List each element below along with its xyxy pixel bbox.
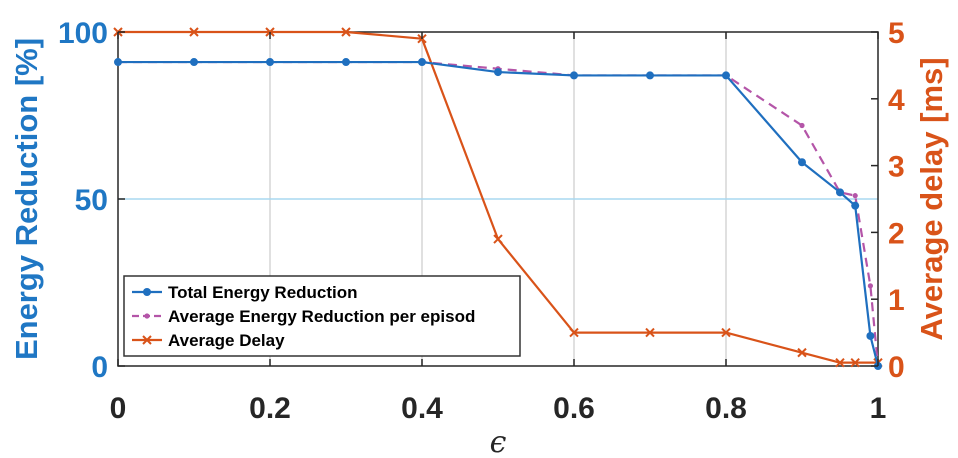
y-axis-left-label: Energy Reduction [%] xyxy=(9,38,44,360)
data-point xyxy=(799,122,805,129)
legend-box xyxy=(123,275,521,357)
legend-swatch-marker xyxy=(144,313,150,319)
data-point xyxy=(418,58,426,67)
data-point xyxy=(851,201,860,210)
data-point xyxy=(836,188,844,197)
data-point xyxy=(266,58,274,67)
y-left-tick-label: 100 xyxy=(58,17,108,50)
data-point xyxy=(494,68,502,77)
legend-label: Average Energy Reduction per episod xyxy=(168,307,475,326)
data-point xyxy=(721,327,731,338)
legend-item: Average Delay xyxy=(132,331,285,350)
y-right-tick-label: 4 xyxy=(888,84,905,117)
data-point xyxy=(722,71,730,80)
data-point xyxy=(852,193,858,199)
marker-stroke xyxy=(850,357,860,368)
marker-stroke xyxy=(142,335,152,345)
y-right-tick-label: 1 xyxy=(888,284,905,317)
y-right-tick-label: 3 xyxy=(888,151,905,184)
legend-item: Average Energy Reduction per episod xyxy=(132,307,475,326)
data-point xyxy=(835,357,845,368)
data-point xyxy=(645,327,655,338)
x-axis-label: ϵ xyxy=(490,425,507,458)
y-right-tick-label: 2 xyxy=(888,217,905,250)
legend-label: Average Delay xyxy=(168,331,285,350)
x-tick-label: 0.6 xyxy=(553,392,595,425)
legend-label: Total Energy Reduction xyxy=(168,283,358,302)
data-point xyxy=(850,357,860,368)
marker-stroke xyxy=(645,327,655,338)
data-point xyxy=(493,234,503,244)
data-point xyxy=(867,283,874,289)
x-tick-label: 0.8 xyxy=(705,392,747,425)
data-point xyxy=(342,58,350,67)
x-tick-label: 0.4 xyxy=(401,392,443,425)
x-tick-label: 0.2 xyxy=(249,392,291,425)
marker-stroke xyxy=(835,357,845,368)
y-axis-right-label: Average delay [ms] xyxy=(914,57,949,340)
legend: Total Energy Reduction Average Energy Red… xyxy=(123,275,521,357)
data-point xyxy=(797,347,807,358)
marker-stroke xyxy=(189,27,199,37)
legend-swatch-marker xyxy=(142,335,152,345)
marker-stroke xyxy=(569,327,579,338)
data-point xyxy=(114,58,122,67)
y-right-tick-label: 0 xyxy=(888,351,905,384)
y-left-tick-label: 0 xyxy=(91,351,108,384)
y-left-tick-label: 50 xyxy=(75,184,108,217)
data-point xyxy=(646,71,654,80)
data-point xyxy=(189,27,199,37)
marker-stroke xyxy=(797,347,807,358)
legend-swatch-marker xyxy=(143,288,151,296)
data-point xyxy=(569,327,579,338)
data-point xyxy=(341,27,351,37)
x-tick-label: 0 xyxy=(110,392,127,425)
x-tick-label: 1 xyxy=(870,392,887,425)
series-total-energy-reduction xyxy=(114,58,882,370)
data-point xyxy=(190,58,198,67)
data-point xyxy=(570,71,578,80)
data-point xyxy=(866,331,875,340)
marker-stroke xyxy=(721,327,731,338)
marker-stroke xyxy=(341,27,351,37)
legend-item: Total Energy Reduction xyxy=(132,283,358,302)
data-point xyxy=(798,158,806,167)
y-right-tick-label: 5 xyxy=(888,17,905,50)
marker-stroke xyxy=(493,234,503,244)
